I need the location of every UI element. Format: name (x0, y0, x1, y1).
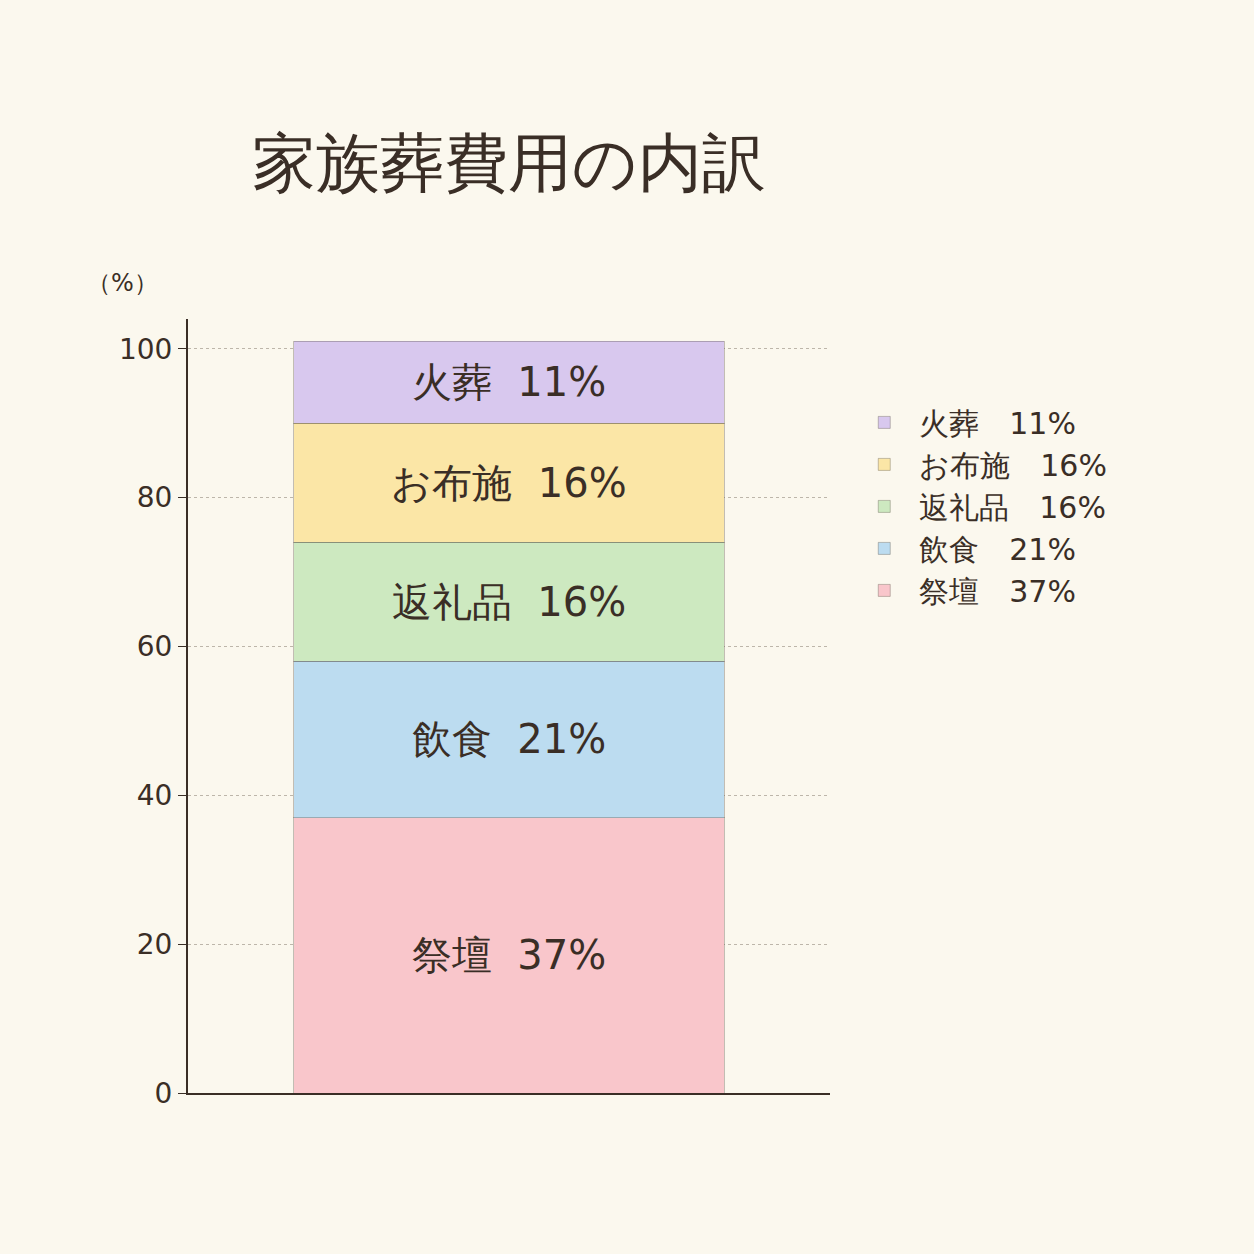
svg-text:火葬 11%: 火葬 11% (919, 406, 1076, 441)
svg-text:祭壇 37%: 祭壇 37% (919, 574, 1076, 609)
svg-text:お布施 16%: お布施 16% (391, 460, 626, 506)
svg-text:（%）: （%） (87, 269, 158, 297)
svg-text:お布施 16%: お布施 16% (919, 448, 1107, 483)
svg-text:60: 60 (137, 630, 173, 663)
svg-text:100: 100 (119, 333, 172, 366)
svg-text:飲食 21%: 飲食 21% (412, 716, 606, 762)
svg-text:祭壇 37%: 祭壇 37% (412, 932, 606, 978)
svg-text:家族葬費用の内訳: 家族葬費用の内訳 (252, 126, 766, 200)
svg-text:0: 0 (155, 1077, 173, 1110)
svg-text:20: 20 (137, 928, 173, 961)
svg-text:火葬 11%: 火葬 11% (412, 359, 606, 405)
svg-text:飲食 21%: 飲食 21% (919, 532, 1076, 567)
svg-text:80: 80 (137, 481, 173, 514)
svg-text:返礼品 16%: 返礼品 16% (392, 579, 626, 625)
svg-text:返礼品 16%: 返礼品 16% (919, 490, 1106, 525)
svg-text:40: 40 (137, 779, 173, 812)
